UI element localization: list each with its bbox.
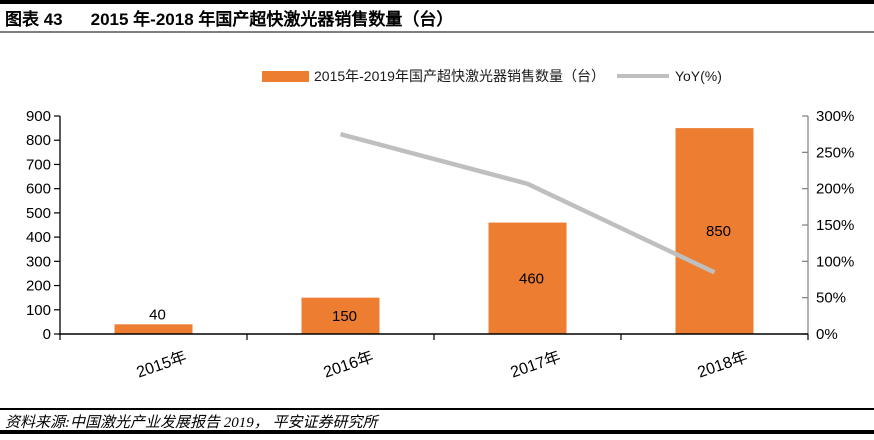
left-axis-tick-label: 300 (26, 253, 51, 270)
bar-2015年 (114, 324, 193, 334)
left-axis-tick-label: 700 (26, 156, 51, 173)
left-axis-tick-label: 800 (26, 132, 51, 149)
right-axis-tick-label: 0% (816, 326, 838, 343)
left-axis-tick-label: 500 (26, 205, 51, 222)
bar-2018年 (675, 128, 754, 334)
legend-bar-label: 2015年-2019年国产超快激光器销售数量（台） (314, 68, 605, 84)
x-axis-label-2018年: 2018年 (695, 348, 750, 382)
left-axis-tick-label: 200 (26, 278, 51, 295)
left-axis-tick-label: 0 (43, 326, 51, 343)
figure-label: 图表 43 (5, 10, 63, 29)
right-axis-tick-label: 300% (816, 108, 854, 125)
right-axis-tick-label: 100% (816, 253, 854, 270)
bar-label-2018年: 850 (706, 223, 731, 240)
left-axis-tick-label: 900 (26, 108, 51, 125)
right-axis-tick-label: 200% (816, 181, 854, 198)
bar-2016年 (301, 297, 380, 334)
chart-legend: 2015年-2019年国产超快激光器销售数量（台） YoY(%) (262, 66, 722, 86)
left-axis-tick-label: 100 (26, 302, 51, 319)
left-axis-tick-label: 400 (26, 229, 51, 246)
figure-header: 图表 43 2015 年-2018 年国产超快激光器销售数量（台） (0, 4, 874, 33)
bar-label-2016年: 150 (332, 308, 357, 325)
bar-label-2015年: 40 (149, 306, 166, 323)
bar-label-2017年: 460 (519, 270, 544, 287)
left-axis-tick-label: 600 (26, 181, 51, 198)
legend-line-swatch (616, 74, 669, 78)
top-rule (0, 0, 874, 4)
x-axis-label-2015年: 2015年 (134, 348, 189, 382)
right-axis-tick-label: 50% (816, 290, 846, 307)
figure-title: 2015 年-2018 年国产超快激光器销售数量（台） (90, 10, 454, 29)
x-axis-label-2017年: 2017年 (508, 348, 563, 382)
x-axis-label-2016年: 2016年 (321, 348, 376, 382)
right-axis-tick-label: 250% (816, 144, 854, 161)
source-note: 资料来源:中国激光产业发展报告 2019， 平安证券研究所 (5, 415, 378, 431)
bottom-rule (0, 430, 874, 434)
footer-rule (0, 408, 874, 410)
right-axis-tick-label: 150% (816, 217, 854, 234)
yoy-line (339, 131, 716, 275)
legend-line-label: YoY(%) (674, 68, 722, 84)
bar-2017年 (488, 222, 567, 334)
legend-bar-swatch (262, 70, 309, 82)
